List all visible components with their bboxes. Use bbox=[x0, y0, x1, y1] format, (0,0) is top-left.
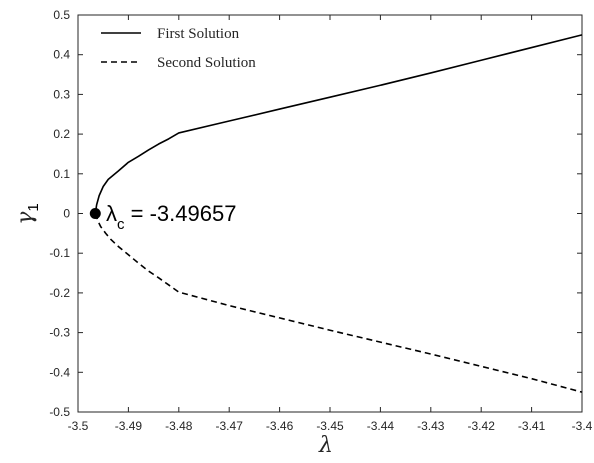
x-ticks: -3.5 -3.49 -3.48 -3.47 -3.46 -3.45 -3.44 -3.43 -… bbox=[68, 15, 593, 433]
x-tick-label: -3.43 bbox=[417, 419, 445, 433]
x-tick-label: -3.41 bbox=[518, 419, 546, 433]
x-tick-label: -3.45 bbox=[316, 419, 344, 433]
series-layer bbox=[94, 34, 583, 393]
legend: First Solution Second Solution bbox=[101, 26, 256, 71]
series-first-solution-line bbox=[94, 34, 583, 214]
critical-point-marker bbox=[89, 208, 101, 219]
y-axis-label: γ1 bbox=[13, 203, 42, 225]
x-tick-label: -3.49 bbox=[115, 419, 143, 433]
y-tick-label: 0.3 bbox=[53, 87, 70, 101]
x-tick-label: -3.5 bbox=[68, 419, 89, 433]
y-tick-label: 0.2 bbox=[53, 127, 70, 141]
x-tick-label: -3.47 bbox=[216, 419, 244, 433]
legend-label-second: Second Solution bbox=[157, 55, 256, 71]
x-tick-label: -3.42 bbox=[468, 419, 496, 433]
legend-label-first: First Solution bbox=[157, 26, 240, 42]
y-tick-label: -0.2 bbox=[49, 286, 70, 300]
x-tick-label: -3.4 bbox=[572, 419, 593, 433]
y-tick-label: 0.1 bbox=[53, 167, 70, 181]
y-tick-label: -0.1 bbox=[49, 246, 70, 260]
x-tick-label: -3.44 bbox=[367, 419, 395, 433]
y-tick-label: 0.5 bbox=[53, 8, 70, 22]
y-ticks: 0.5 0.4 0.3 0.2 0.1 0 -0.1 -0.2 -0.3 -0.4 -0.5 bbox=[49, 8, 582, 419]
series-second-solution-line bbox=[94, 213, 583, 393]
x-axis-label: λ bbox=[318, 433, 333, 458]
y-tick-label: 0 bbox=[63, 207, 70, 221]
y-tick-label: -0.3 bbox=[49, 326, 70, 340]
x-tick-label: -3.46 bbox=[266, 419, 294, 433]
x-tick-label: -3.48 bbox=[165, 419, 193, 433]
y-tick-label: 0.4 bbox=[53, 48, 70, 62]
y-tick-label: -0.5 bbox=[49, 405, 70, 419]
critical-point-annotation: λc = -3.49657 bbox=[106, 201, 236, 233]
y-tick-label: -0.4 bbox=[49, 365, 70, 379]
